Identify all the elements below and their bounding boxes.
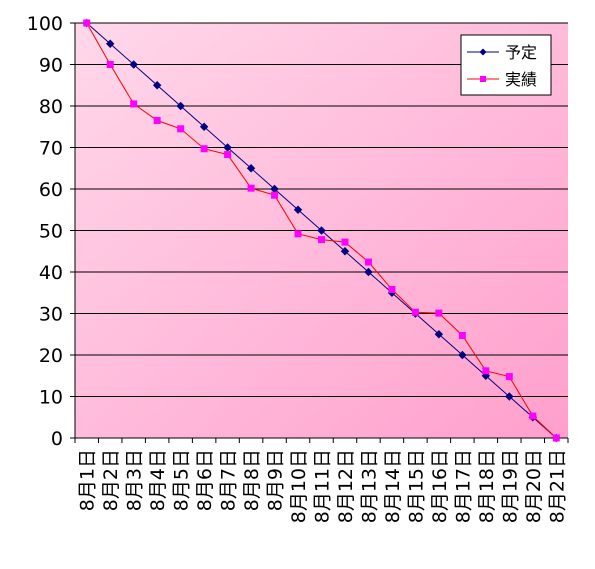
y-tick-label: 70 (39, 138, 63, 160)
x-tick-label: 8月8日 (241, 449, 263, 511)
data-point (482, 367, 490, 375)
x-tick-label: 8月4日 (147, 449, 169, 511)
data-point (388, 285, 396, 293)
data-point (176, 101, 185, 111)
data-point (106, 61, 114, 68)
x-tick-label: 8月1日 (77, 449, 99, 511)
y-tick-label: 10 (39, 387, 63, 409)
data-point (435, 309, 443, 317)
data-point (364, 258, 372, 266)
series-実績 (83, 19, 560, 442)
x-tick-label: 8月3日 (124, 449, 146, 511)
data-point (318, 236, 325, 244)
data-point (294, 230, 302, 238)
gridlines (75, 22, 568, 397)
data-point (458, 331, 466, 339)
legend-label: 実績 (505, 70, 537, 89)
x-tick-label: 8月14日 (382, 449, 404, 523)
data-point (434, 330, 444, 339)
y-tick-label: 80 (39, 96, 63, 118)
x-tick-label: 8月20日 (523, 449, 545, 523)
data-point (224, 151, 232, 159)
x-tick-label: 8月2日 (100, 449, 122, 511)
data-point (341, 238, 349, 246)
legend-label: 予定 (505, 43, 537, 62)
y-tick-label: 100 (27, 13, 63, 35)
data-point (411, 308, 419, 316)
x-tick-label: 8月11日 (312, 449, 334, 523)
y-tick-label: 90 (39, 55, 63, 77)
x-tick-label: 8月13日 (358, 449, 380, 523)
data-point (340, 247, 350, 256)
data-point (505, 373, 513, 381)
x-axis: 8月1日 8月2日 8月3日 8月4日 8月5日 8月6日 8月7日 8月8日 8月9日 8月10… (74, 437, 569, 523)
y-tick-label: 60 (39, 179, 63, 201)
x-tick-label: 8月19日 (499, 449, 521, 523)
data-point (200, 145, 208, 153)
data-point (83, 19, 91, 27)
y-tick-label: 50 (39, 221, 63, 243)
data-point (364, 267, 373, 277)
x-tick-label: 8月9日 (265, 449, 287, 511)
x-tick-label: 8月6日 (194, 449, 216, 511)
x-tick-label: 8月15日 (405, 449, 427, 523)
x-tick-label: 8月17日 (452, 449, 474, 523)
data-point (247, 184, 255, 192)
legend-marker (479, 48, 487, 56)
legend-marker (480, 76, 486, 82)
data-point (130, 100, 138, 108)
data-point (223, 143, 232, 152)
data-point (271, 191, 279, 199)
data-point (552, 434, 560, 442)
data-point (106, 39, 115, 48)
data-point (505, 392, 514, 401)
x-tick-label: 8月7日 (218, 449, 240, 511)
data-point (317, 226, 326, 235)
x-tick-label: 8月12日 (335, 449, 357, 523)
y-tick-label: 40 (39, 262, 63, 284)
x-tick-label: 8月18日 (476, 449, 498, 523)
x-tick-label: 8月5日 (171, 449, 193, 511)
data-point (129, 60, 138, 69)
data-point (153, 117, 161, 125)
y-tick-label: 20 (39, 345, 63, 367)
data-point (152, 81, 162, 90)
legend-box (460, 34, 552, 96)
data-point (177, 125, 185, 133)
y-tick-label: 30 (39, 304, 63, 326)
x-tick-label: 8月16日 (429, 449, 451, 523)
data-point (529, 412, 537, 420)
data-point (246, 164, 256, 173)
y-axis: 0 10 20 30 40 50 60 70 80 90 100 (27, 13, 76, 450)
series-group (82, 18, 561, 443)
x-tick-label: 8月10日 (288, 449, 310, 523)
data-point (458, 350, 467, 360)
x-tick-label: 8月21日 (546, 449, 568, 523)
data-point (199, 122, 209, 131)
y-tick-label: 0 (51, 428, 63, 450)
data-point (293, 205, 303, 214)
